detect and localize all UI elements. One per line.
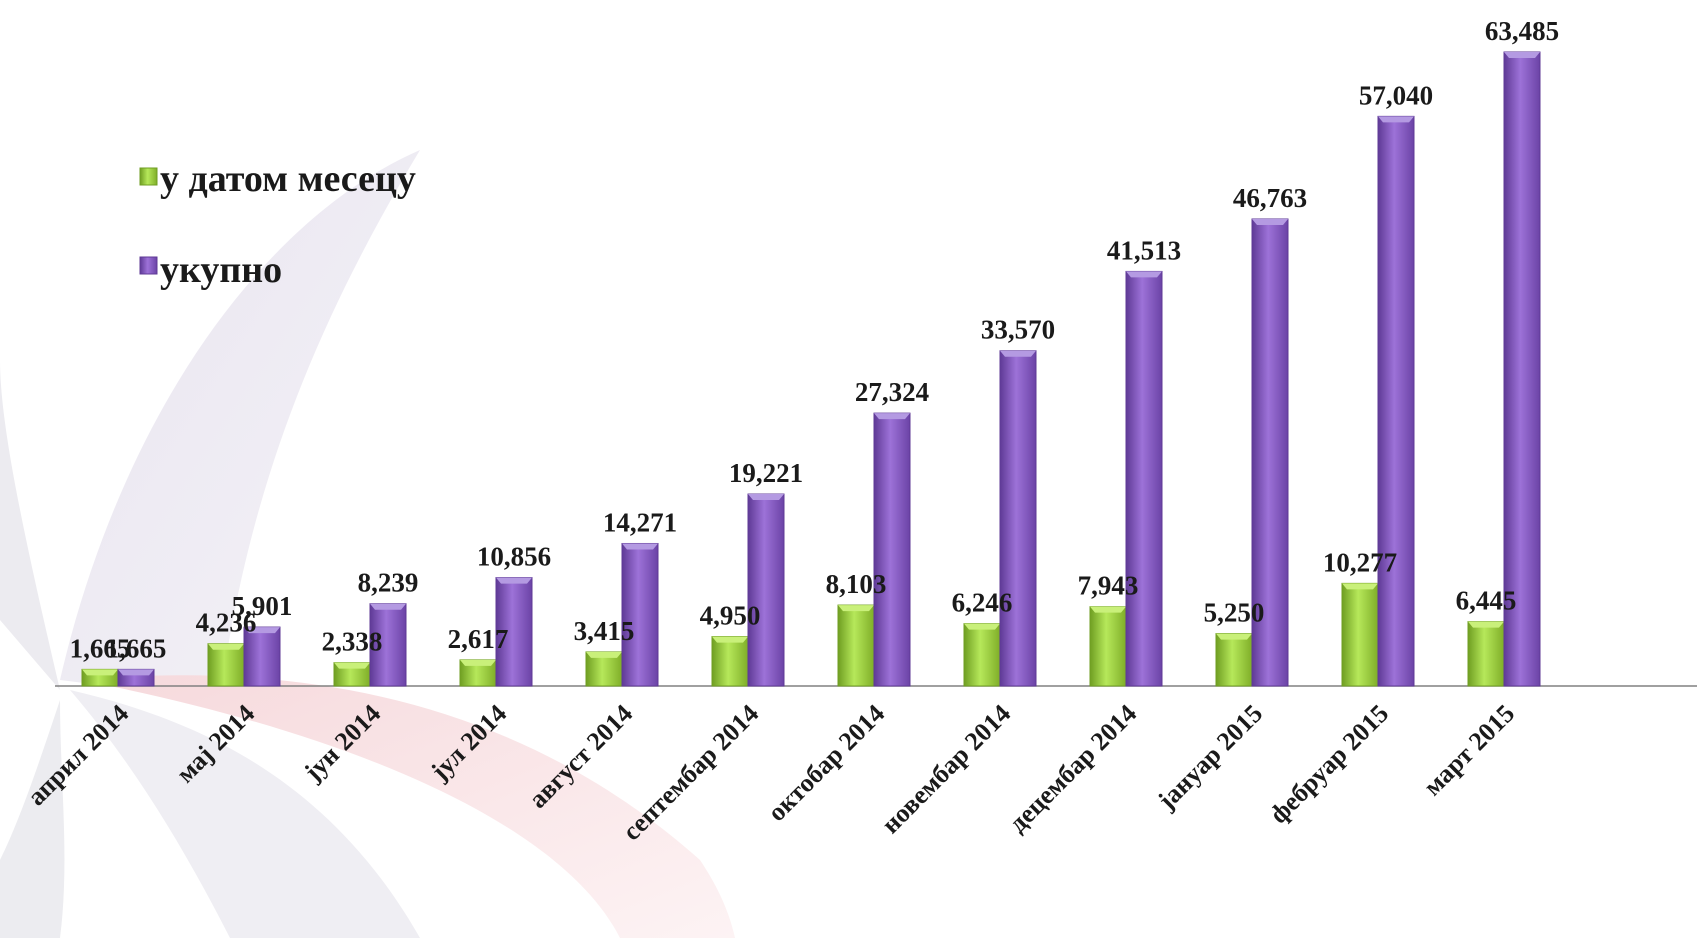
bar-cap-monthly-3 xyxy=(460,659,496,666)
background-swirl-decoration xyxy=(0,150,735,938)
bar-cap-total-11 xyxy=(1504,52,1540,58)
value-label-monthly-9: 5,250 xyxy=(1204,598,1265,628)
legend-label-total: укупно xyxy=(160,249,282,291)
value-label-monthly-5: 4,950 xyxy=(700,601,761,631)
bar-monthly-9 xyxy=(1215,633,1253,687)
bar-cap-total-5 xyxy=(748,494,784,501)
bar-monthly-1 xyxy=(207,643,245,687)
bar-total-1 xyxy=(243,626,281,687)
value-label-monthly-0: 1,665 xyxy=(70,633,131,663)
value-label-monthly-6: 8,103 xyxy=(826,569,887,599)
category-label-10: фебруар 2015 xyxy=(1264,699,1394,829)
bar-cap-total-6 xyxy=(874,413,910,420)
bar-total-5 xyxy=(747,493,785,687)
category-label-7: новембар 2014 xyxy=(876,699,1016,839)
category-label-11: март 2015 xyxy=(1418,699,1520,801)
bar-cap-monthly-0 xyxy=(82,669,118,676)
bar-total-10 xyxy=(1377,115,1415,687)
category-label-9: јануар 2015 xyxy=(1151,699,1268,816)
bar-total-7 xyxy=(999,350,1037,687)
value-label-total-5: 19,221 xyxy=(729,458,803,488)
value-label-total-1: 5,901 xyxy=(232,591,293,621)
category-label-6: октобар 2014 xyxy=(762,699,890,827)
legend-label-monthly: у датом месецу xyxy=(160,158,416,200)
legend-swatch-monthly xyxy=(139,167,158,186)
bar-cap-total-9 xyxy=(1252,218,1288,225)
bar-cap-total-0 xyxy=(118,669,154,676)
value-label-total-11: 63,485 xyxy=(1485,16,1559,46)
category-label-8: децембар 2014 xyxy=(1003,699,1142,838)
bar-cap-monthly-8 xyxy=(1090,606,1126,613)
category-label-5: септембар 2014 xyxy=(617,699,764,846)
value-label-monthly-4: 3,415 xyxy=(574,616,635,646)
bar-cap-total-3 xyxy=(496,577,532,584)
bar-monthly-11 xyxy=(1467,621,1505,687)
value-label-total-2: 8,239 xyxy=(358,568,419,598)
legend-swatch-total xyxy=(139,256,158,275)
bar-monthly-6 xyxy=(837,604,875,687)
bar-total-11 xyxy=(1503,51,1541,687)
bar-cap-monthly-11 xyxy=(1468,621,1504,628)
value-label-total-10: 57,040 xyxy=(1359,80,1433,110)
bar-cap-monthly-2 xyxy=(334,662,370,669)
bar-total-8 xyxy=(1125,270,1163,687)
bar-cap-monthly-10 xyxy=(1342,583,1378,590)
value-label-total-4: 14,271 xyxy=(603,507,677,537)
bars-group xyxy=(81,51,1541,687)
value-label-total-0: 1,665 xyxy=(106,633,167,663)
legend-item-total: укупно xyxy=(139,249,282,291)
value-label-monthly-3: 2,617 xyxy=(448,624,509,654)
bar-cap-monthly-1 xyxy=(208,643,244,650)
value-label-total-6: 27,324 xyxy=(855,377,929,407)
bar-cap-monthly-5 xyxy=(712,636,748,643)
bar-cap-total-1 xyxy=(244,627,280,634)
bar-cap-monthly-4 xyxy=(586,651,622,658)
bar-total-2 xyxy=(369,603,407,687)
value-label-monthly-2: 2,338 xyxy=(322,627,383,657)
bar-cap-total-8 xyxy=(1126,271,1162,278)
legend-item-monthly: у датом месецу xyxy=(139,158,416,200)
bar-cap-total-7 xyxy=(1000,350,1036,357)
legend: у датом месецу укупно xyxy=(139,158,416,291)
value-label-total-3: 10,856 xyxy=(477,542,551,572)
bar-cap-total-4 xyxy=(622,543,658,550)
value-label-total-8: 41,513 xyxy=(1107,235,1181,265)
bar-cap-monthly-7 xyxy=(964,623,1000,630)
bar-total-9 xyxy=(1251,218,1289,687)
value-label-total-9: 46,763 xyxy=(1233,183,1307,213)
category-label-0: април 2014 xyxy=(22,699,135,812)
value-label-monthly-7: 6,246 xyxy=(952,588,1013,618)
bar-total-4 xyxy=(621,542,659,687)
value-label-monthly-1: 4,236 xyxy=(196,608,257,638)
bar-monthly-10 xyxy=(1341,582,1379,687)
bar-cap-monthly-9 xyxy=(1216,633,1252,640)
value-label-monthly-8: 7,943 xyxy=(1078,571,1139,601)
bar-cap-total-2 xyxy=(370,603,406,610)
bar-monthly-5 xyxy=(711,636,749,687)
bar-cap-monthly-6 xyxy=(838,605,874,612)
bar-monthly-8 xyxy=(1089,606,1127,687)
value-label-monthly-10: 10,277 xyxy=(1323,547,1397,577)
bar-monthly-7 xyxy=(963,623,1001,687)
value-label-monthly-11: 6,445 xyxy=(1456,586,1517,616)
bar-cap-total-10 xyxy=(1378,116,1414,123)
bar-total-6 xyxy=(873,412,911,687)
value-label-total-7: 33,570 xyxy=(981,315,1055,345)
